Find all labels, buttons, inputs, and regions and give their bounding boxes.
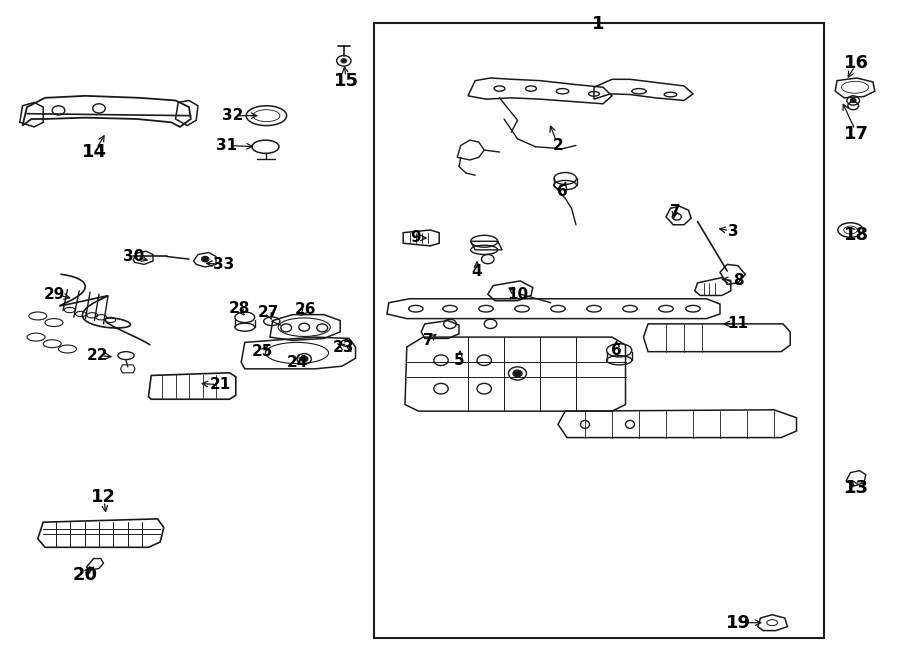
Text: 15: 15 — [334, 71, 359, 90]
Text: 1: 1 — [592, 15, 605, 32]
Text: 14: 14 — [82, 143, 107, 161]
Text: 32: 32 — [221, 108, 243, 123]
Text: 33: 33 — [212, 257, 234, 272]
Text: 22: 22 — [86, 348, 108, 363]
Text: 12: 12 — [91, 488, 116, 506]
Text: 3: 3 — [728, 224, 739, 239]
Text: 25: 25 — [252, 344, 274, 359]
Text: 2: 2 — [553, 138, 563, 153]
Text: 7: 7 — [423, 333, 434, 348]
Text: 29: 29 — [43, 287, 65, 301]
Circle shape — [850, 98, 856, 102]
Text: 28: 28 — [229, 301, 250, 316]
Text: 18: 18 — [844, 225, 869, 244]
Text: 6: 6 — [557, 184, 568, 199]
Text: 24: 24 — [286, 355, 308, 369]
Text: 19: 19 — [725, 613, 751, 632]
Circle shape — [301, 356, 308, 362]
Circle shape — [202, 256, 209, 262]
Text: 17: 17 — [844, 124, 869, 143]
Text: 4: 4 — [472, 264, 482, 278]
Text: 16: 16 — [844, 54, 869, 72]
Text: 26: 26 — [295, 302, 317, 317]
Text: 5: 5 — [454, 353, 464, 368]
Circle shape — [513, 370, 522, 377]
Text: 10: 10 — [507, 287, 528, 301]
Text: 30: 30 — [122, 249, 144, 264]
Text: 9: 9 — [410, 231, 421, 245]
Text: 6: 6 — [611, 343, 622, 358]
Text: 13: 13 — [844, 479, 869, 497]
Text: 11: 11 — [727, 317, 749, 331]
Text: 27: 27 — [257, 305, 279, 320]
Text: 31: 31 — [216, 138, 238, 153]
Text: 23: 23 — [333, 340, 355, 354]
Text: 21: 21 — [210, 377, 231, 392]
Text: 8: 8 — [733, 274, 743, 288]
Text: 20: 20 — [73, 566, 98, 584]
Text: 7: 7 — [670, 204, 680, 219]
Circle shape — [341, 59, 346, 63]
Bar — [374, 23, 824, 638]
